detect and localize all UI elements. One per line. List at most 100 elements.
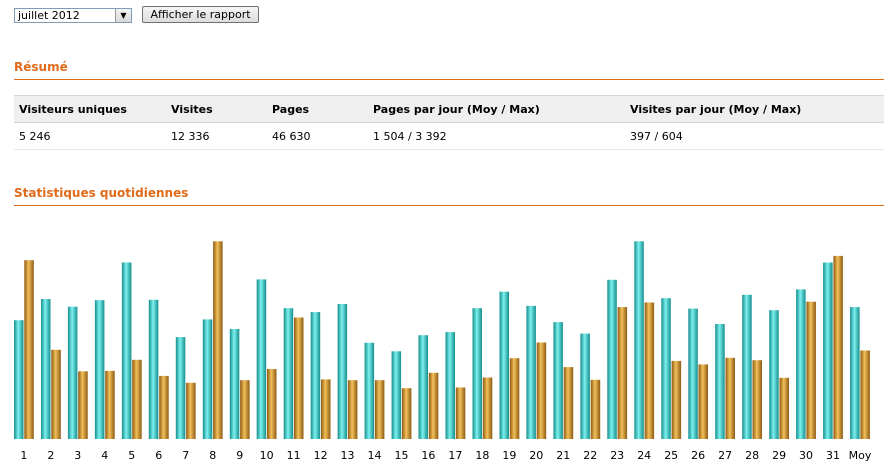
daily-section-title: Statistiques quotidiennes <box>14 186 884 206</box>
visits-bar <box>202 319 213 439</box>
summary-header-cell: Pages <box>267 95 368 123</box>
visits-bar <box>283 308 294 439</box>
x-tick-label: 7 <box>182 449 189 462</box>
pages-bar <box>455 387 466 439</box>
summary-value-cell: 1 504 / 3 392 <box>368 122 625 150</box>
x-tick-label: 31 <box>826 449 840 462</box>
summary-value-cell: 12 336 <box>166 122 267 150</box>
x-tick-label: 23 <box>610 449 624 462</box>
pages-bar <box>240 380 250 439</box>
pages-bar <box>482 377 493 439</box>
month-select[interactable]: juillet 2012 ▼ <box>14 8 132 23</box>
x-tick-label: 30 <box>799 449 813 462</box>
visits-bar <box>661 298 671 439</box>
x-tick-label: Moy <box>849 449 872 462</box>
pages-bar <box>833 255 843 439</box>
visits-bar <box>526 305 536 439</box>
pages-bar <box>186 382 196 439</box>
x-tick-label: 26 <box>691 449 705 462</box>
x-tick-label: 25 <box>664 449 678 462</box>
x-tick-label: 2 <box>47 449 54 462</box>
summary-header-cell: Visites par jour (Moy / Max) <box>625 95 884 123</box>
visits-bar <box>94 300 105 439</box>
visits-bar <box>41 299 51 439</box>
pages-bar <box>617 307 628 439</box>
x-tick-label: 12 <box>314 449 328 462</box>
pages-bar <box>347 380 358 439</box>
x-tick-label: 20 <box>529 449 543 462</box>
pages-bar <box>671 360 682 439</box>
chevron-down-icon[interactable]: ▼ <box>115 9 131 22</box>
pages-bar <box>698 364 708 439</box>
pages-bar <box>132 359 142 439</box>
x-tick-label: 28 <box>745 449 759 462</box>
pages-bar <box>536 342 547 439</box>
visits-bar <box>769 310 779 439</box>
visits-bar <box>337 304 348 439</box>
pages-bar <box>105 370 115 439</box>
visits-bar <box>14 320 24 439</box>
x-tick-label: 3 <box>74 449 81 462</box>
summary-header-cell: Pages par jour (Moy / Max) <box>368 95 625 123</box>
pages-bar <box>159 375 169 439</box>
pages-bar <box>267 369 277 439</box>
summary-value-cell: 5 246 <box>14 122 166 150</box>
summary-value-cell: 46 630 <box>267 122 368 150</box>
visits-bar <box>634 241 644 439</box>
pages-bar <box>860 350 870 439</box>
summary-header-cell: Visiteurs uniques <box>14 95 166 123</box>
visits-bar <box>607 279 617 439</box>
pages-bar <box>24 260 34 439</box>
x-tick-label: 9 <box>236 449 243 462</box>
visits-bar <box>364 342 375 439</box>
visits-bar <box>418 335 428 439</box>
visits-bar <box>823 262 833 439</box>
visits-bar <box>391 351 402 439</box>
visits-bar <box>175 337 186 439</box>
visits-bar <box>229 329 240 439</box>
x-tick-label: 14 <box>368 449 382 462</box>
pages-bar <box>806 301 816 439</box>
summary-value-row: 5 246 12 336 46 630 1 504 / 3 392 397 / … <box>14 122 884 150</box>
visits-bar <box>310 312 321 439</box>
x-tick-label: 19 <box>502 449 516 462</box>
visits-bar <box>580 333 590 439</box>
x-tick-label: 6 <box>155 449 162 462</box>
show-report-button[interactable]: Afficher le rapport <box>142 6 259 23</box>
x-tick-label: 8 <box>209 449 216 462</box>
pages-bar <box>374 380 385 439</box>
pages-bar <box>401 388 412 439</box>
x-tick-label: 11 <box>287 449 301 462</box>
pages-bar <box>321 379 331 439</box>
x-tick-label: 10 <box>260 449 274 462</box>
summary-header-cell: Visites <box>166 95 267 123</box>
summary-header-row: Visiteurs uniques Visites Pages Pages pa… <box>14 95 884 123</box>
visits-bar <box>148 299 159 439</box>
x-tick-label: 15 <box>395 449 409 462</box>
x-tick-label: 27 <box>718 449 732 462</box>
pages-bar <box>725 357 735 439</box>
pages-bar <box>294 317 304 439</box>
x-tick-label: 29 <box>772 449 786 462</box>
visits-bar <box>256 279 267 439</box>
pages-bar <box>428 372 439 439</box>
x-tick-label: 13 <box>341 449 355 462</box>
pages-bar <box>644 302 655 439</box>
x-tick-label: 24 <box>637 449 651 462</box>
pages-bar <box>509 358 520 439</box>
summary-section-title: Résumé <box>14 60 884 80</box>
x-tick-label: 18 <box>475 449 489 462</box>
daily-stats-chart: 1 2 3 4 5 6 7 8 9 10 11 12 13 14 15 16 17 18 19 20 21 22 23 24 2… <box>14 241 872 462</box>
visits-bar <box>499 291 509 439</box>
visits-bar <box>553 322 563 439</box>
x-tick-label: 22 <box>583 449 597 462</box>
pages-bar <box>779 377 789 439</box>
visits-bar <box>742 294 752 439</box>
visits-bar <box>472 308 482 439</box>
pages-bar <box>563 367 574 439</box>
x-tick-label: 21 <box>556 449 570 462</box>
visits-bar <box>445 332 455 439</box>
x-tick-label: 1 <box>20 449 27 462</box>
visits-bar <box>850 307 860 439</box>
visits-bar <box>796 289 806 439</box>
